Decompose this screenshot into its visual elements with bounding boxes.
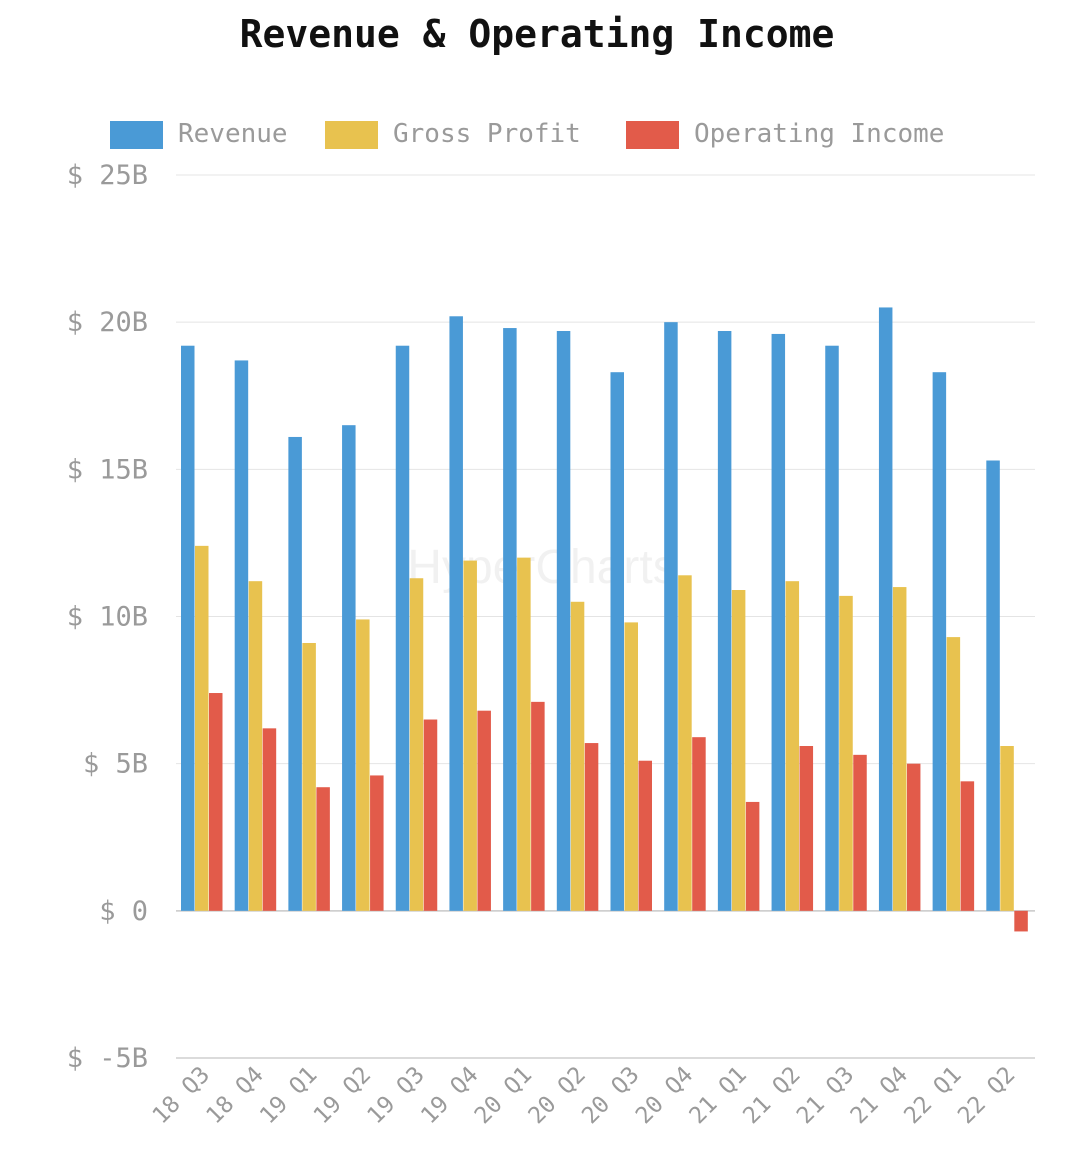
bar-operating-income[interactable] xyxy=(799,746,814,911)
x-tick-label: 19 Q3 xyxy=(362,1062,429,1129)
x-tick-label: 18 Q3 xyxy=(148,1062,215,1129)
bar-operating-income[interactable] xyxy=(423,719,438,911)
bar-operating-income[interactable] xyxy=(960,781,975,911)
x-tick-label: 22 Q1 xyxy=(899,1062,966,1129)
x-tick-label: 21 Q3 xyxy=(792,1062,859,1129)
bar-gross-profit[interactable] xyxy=(678,575,692,911)
bar-gross-profit[interactable] xyxy=(409,578,424,911)
bar-revenue[interactable] xyxy=(503,328,517,911)
bar-operating-income[interactable] xyxy=(745,801,760,911)
bar-revenue[interactable] xyxy=(878,307,893,911)
bar-operating-income[interactable] xyxy=(692,737,706,911)
y-axis: $ 25B $ 20B $ 15B $ 10B $ 5B $ 0 $ -5B xyxy=(67,160,148,1074)
bar-gross-profit[interactable] xyxy=(839,595,853,911)
bar-revenue[interactable] xyxy=(342,425,356,911)
bar-revenue[interactable] xyxy=(449,316,463,911)
bar-gross-profit[interactable] xyxy=(946,637,961,911)
x-tick-label: 20 Q3 xyxy=(577,1062,644,1129)
legend-label[interactable]: Operating Income xyxy=(694,119,944,149)
bar-gross-profit[interactable] xyxy=(892,587,907,911)
chart-title: Revenue & Operating Income xyxy=(239,12,835,56)
legend-swatch xyxy=(626,121,679,149)
bar-operating-income[interactable] xyxy=(316,787,330,911)
x-tick-label: 19 Q4 xyxy=(416,1062,483,1129)
legend: Revenue Gross Profit Operating Income xyxy=(110,119,944,149)
x-tick-label: 19 Q2 xyxy=(309,1062,376,1129)
bar-operating-income[interactable] xyxy=(638,760,653,911)
legend-label[interactable]: Gross Profit xyxy=(393,119,581,149)
x-tick-label: 18 Q4 xyxy=(201,1062,268,1129)
bar-gross-profit[interactable] xyxy=(785,581,800,911)
x-tick-label: 20 Q4 xyxy=(631,1062,698,1129)
legend-swatch xyxy=(325,121,378,149)
bar-gross-profit[interactable] xyxy=(1000,746,1014,911)
y-tick-label: $ 5B xyxy=(83,749,148,780)
bar-gross-profit[interactable] xyxy=(570,601,585,911)
bars xyxy=(181,307,1028,932)
x-tick-label: 19 Q1 xyxy=(255,1062,322,1129)
x-tick-label: 21 Q2 xyxy=(738,1062,805,1129)
bar-gross-profit[interactable] xyxy=(248,581,263,911)
x-tick-label: 21 Q1 xyxy=(685,1062,752,1129)
bar-gross-profit[interactable] xyxy=(731,590,746,911)
bar-operating-income[interactable] xyxy=(209,693,223,911)
bar-revenue[interactable] xyxy=(664,322,678,911)
bar-revenue[interactable] xyxy=(288,436,302,911)
bar-gross-profit[interactable] xyxy=(195,545,209,911)
y-tick-label: $ 10B xyxy=(67,602,148,633)
legend-label[interactable]: Revenue xyxy=(178,119,288,149)
bar-operating-income[interactable] xyxy=(531,701,545,911)
bar-revenue[interactable] xyxy=(395,345,410,911)
y-tick-label: $ 25B xyxy=(67,160,148,191)
y-tick-label: $ 0 xyxy=(99,896,148,927)
bar-gross-profit[interactable] xyxy=(356,619,370,911)
bar-operating-income[interactable] xyxy=(370,775,384,911)
y-tick-label: $ 20B xyxy=(67,307,148,338)
bar-revenue[interactable] xyxy=(717,330,732,911)
bar-revenue[interactable] xyxy=(771,333,786,911)
bar-operating-income[interactable] xyxy=(262,728,277,911)
bar-gross-profit[interactable] xyxy=(517,557,531,911)
bar-operating-income[interactable] xyxy=(477,710,491,911)
bar-operating-income[interactable] xyxy=(906,763,921,911)
bar-operating-income[interactable] xyxy=(584,743,599,911)
bar-gross-profit[interactable] xyxy=(302,642,316,911)
bar-operating-income[interactable] xyxy=(1014,910,1028,932)
bar-gross-profit[interactable] xyxy=(463,560,477,911)
x-tick-label: 20 Q2 xyxy=(524,1062,591,1129)
legend-swatch xyxy=(110,121,163,149)
y-tick-label: $ 15B xyxy=(67,454,148,485)
bar-revenue[interactable] xyxy=(556,330,571,911)
bar-revenue[interactable] xyxy=(610,372,625,911)
x-tick-label: 20 Q1 xyxy=(470,1062,537,1129)
bar-revenue[interactable] xyxy=(181,345,195,911)
x-tick-label: 22 Q2 xyxy=(953,1062,1020,1129)
bar-revenue[interactable] xyxy=(986,460,1000,911)
y-tick-label: $ -5B xyxy=(67,1043,148,1074)
x-tick-label: 21 Q4 xyxy=(846,1062,913,1129)
bar-revenue[interactable] xyxy=(234,360,249,911)
bar-operating-income[interactable] xyxy=(853,754,867,911)
bar-gross-profit[interactable] xyxy=(624,622,639,911)
bar-revenue[interactable] xyxy=(825,345,839,911)
bar-revenue[interactable] xyxy=(932,372,947,911)
